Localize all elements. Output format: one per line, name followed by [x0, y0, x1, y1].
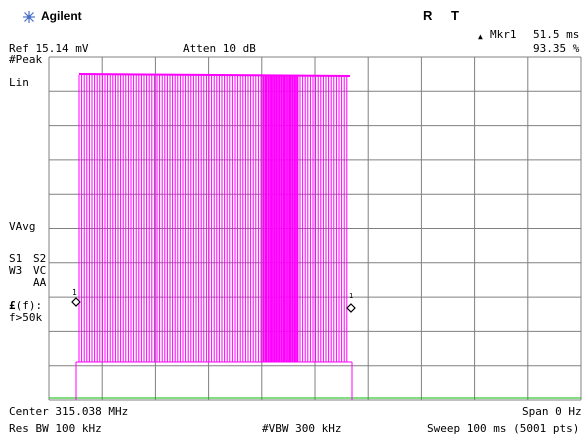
ff-prefix: £: [9, 299, 16, 312]
aa-label: AA: [33, 276, 47, 289]
scale-type: Lin: [9, 76, 29, 89]
marker-delta-icon: ▲: [478, 32, 483, 41]
resolution-bandwidth: Res BW 100 kHz: [9, 422, 102, 435]
agilent-spark-icon: [22, 9, 36, 23]
marker-2-diamond: [346, 303, 356, 313]
trace: [75, 73, 353, 400]
ff-condition: f>50k: [9, 311, 43, 324]
video-bandwidth: #VBW 300 kHz: [262, 422, 342, 435]
indicator-r: R: [423, 8, 433, 23]
vc-label: VC: [33, 264, 47, 277]
sweep-time: Sweep 100 ms (5001 pts): [427, 422, 580, 435]
markers: [71, 297, 356, 313]
w3-label: W3: [9, 264, 23, 277]
attenuation: Atten 10 dB: [183, 42, 256, 55]
ff-label: £(f):: [9, 300, 42, 312]
marker-label: Mkr1: [490, 28, 517, 41]
marker-time: 51.5 ms: [533, 28, 580, 41]
graticule-grid: [48, 56, 582, 401]
indicator-t: T: [451, 8, 459, 23]
s1-label: S1: [9, 252, 23, 265]
span: Span 0 Hz: [522, 405, 582, 418]
ff-suffix: (f):: [15, 299, 43, 312]
marker-1-diamond: [71, 297, 81, 307]
marker-1-label: 1: [72, 288, 77, 297]
brand-name: Agilent: [41, 9, 82, 23]
s2-label: S2: [33, 252, 47, 265]
marker-2-label: 1: [349, 292, 354, 300]
reference-level: Ref 15.14 mV: [9, 42, 89, 55]
center-frequency: Center 315.038 MHz: [9, 405, 129, 418]
vavg-label: VAvg: [9, 220, 36, 233]
marker-value: 93.35 %: [533, 42, 580, 55]
detector-mode: #Peak: [9, 53, 43, 66]
